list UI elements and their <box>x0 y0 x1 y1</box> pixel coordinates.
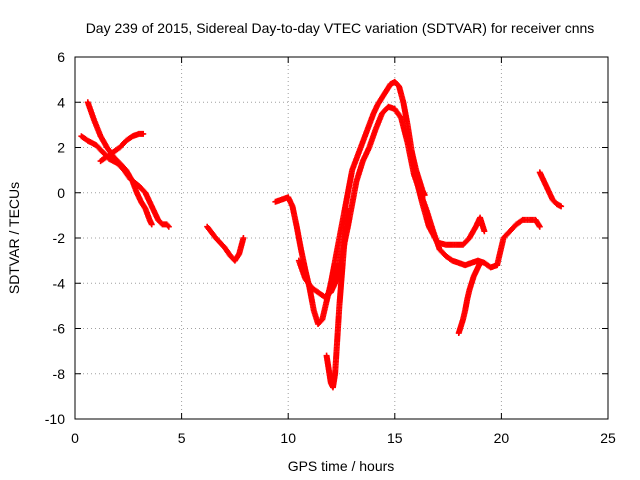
series-track-9 <box>455 259 484 337</box>
data-point <box>481 228 488 235</box>
data-point <box>344 207 351 214</box>
data-point <box>148 221 155 228</box>
y-axis-label: SDTVAR / TECUs <box>6 182 22 294</box>
data-point <box>140 130 147 137</box>
y-tick-label: 4 <box>57 94 65 110</box>
data-points <box>78 78 565 391</box>
series-track-1 <box>78 133 172 230</box>
x-tick-label: 5 <box>178 430 186 446</box>
y-tick-label: 6 <box>57 49 65 65</box>
data-point <box>165 223 172 230</box>
data-point <box>477 259 484 266</box>
y-tick-label: 2 <box>57 140 65 156</box>
y-tick-label: -6 <box>53 321 66 337</box>
series-track-10 <box>536 169 565 210</box>
x-tick-label: 15 <box>387 430 403 446</box>
data-point <box>164 222 171 229</box>
grid-lines <box>75 57 608 419</box>
tick-labels: 0 5 10 15 20 25 -10 -8 -6 -4 -2 0 2 4 6 <box>45 49 616 446</box>
series-track-3 <box>97 130 147 165</box>
y-tick-label: -2 <box>53 230 66 246</box>
x-axis-label: GPS time / hours <box>288 458 395 474</box>
x-tick-label: 0 <box>71 430 79 446</box>
data-point <box>558 203 565 210</box>
y-tick-label: 0 <box>57 185 65 201</box>
data-point <box>240 235 247 241</box>
x-tick-label: 25 <box>600 430 616 446</box>
series-track-4 <box>204 223 247 264</box>
x-tick-label: 20 <box>494 430 510 446</box>
chart-title: Day 239 of 2015, Sidereal Day-to-day VTE… <box>86 20 595 36</box>
data-point <box>421 192 428 199</box>
plot-frame <box>74 56 609 420</box>
series-track-2 <box>84 99 155 228</box>
data-point <box>536 223 543 230</box>
series-track-8 <box>408 149 428 199</box>
y-tick-label: -4 <box>53 275 66 291</box>
x-tick-label: 10 <box>280 430 296 446</box>
y-tick-label: -8 <box>53 366 66 382</box>
series-track-7 <box>323 207 351 391</box>
y-tick-label: -10 <box>45 411 65 427</box>
